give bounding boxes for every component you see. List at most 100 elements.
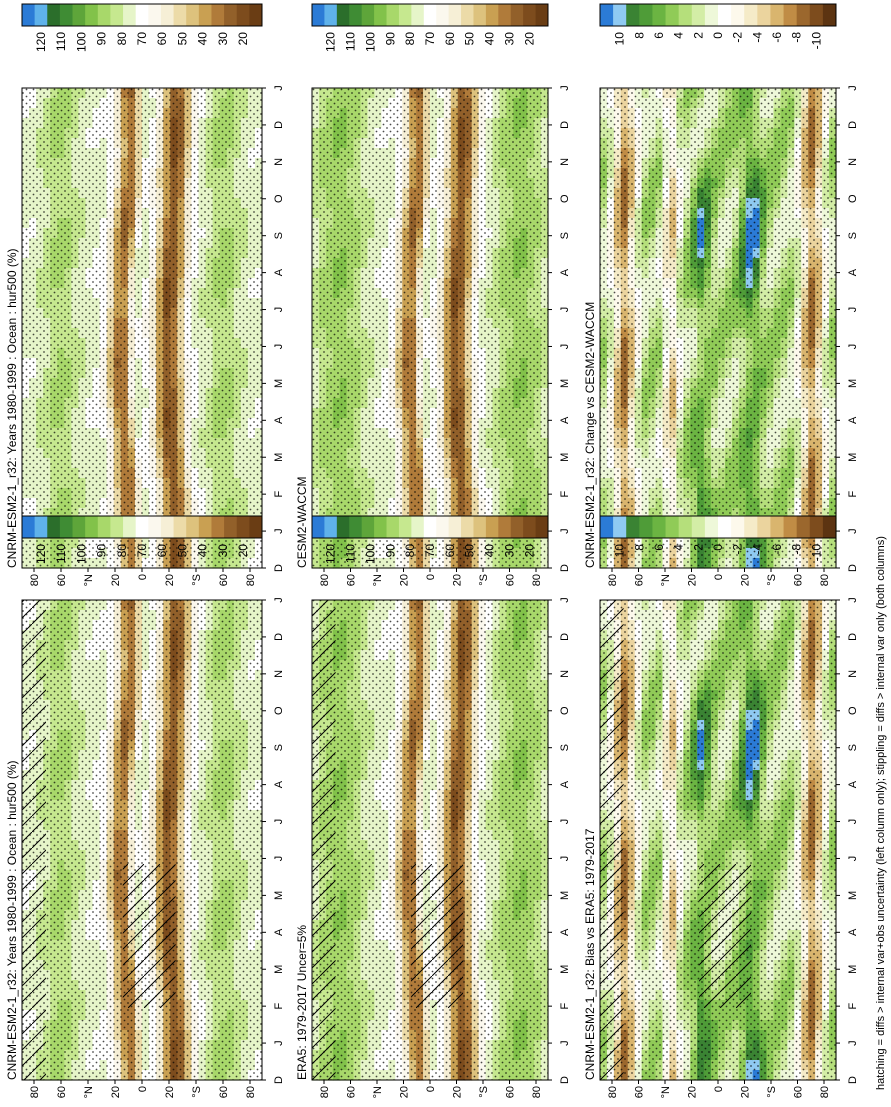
colorbar-label: 90	[95, 544, 109, 558]
lat-tick-label: 80	[29, 574, 41, 586]
month-tick-label: J	[273, 856, 285, 862]
colorbar-swatch	[110, 4, 123, 26]
colorbar-swatch	[60, 516, 73, 538]
lat-tick-label: 80	[245, 1086, 257, 1098]
month-tick-label: D	[273, 121, 285, 129]
colorbar-label: 110	[54, 32, 68, 51]
stippling-overlay	[22, 88, 262, 568]
month-tick-label: D	[273, 633, 285, 641]
colorbar-label: 60	[155, 544, 169, 558]
lat-tick-label: 60	[56, 574, 68, 586]
colorbar-swatch	[110, 516, 123, 538]
colorbar-swatch	[47, 516, 60, 538]
colorbar-swatch	[199, 4, 212, 26]
month-tick-label: F	[273, 1003, 285, 1010]
colorbar-swatch	[123, 4, 136, 26]
month-tick-label: S	[273, 232, 285, 239]
hatching-overlay	[22, 600, 46, 1080]
colorbar-swatch	[199, 516, 212, 538]
colorbar-swatch	[73, 516, 86, 538]
colorbar-swatch	[237, 4, 250, 26]
month-tick-label: A	[273, 928, 285, 936]
lat-tick-label: °N	[83, 574, 95, 586]
hatching-overlay	[123, 864, 176, 1008]
colorbar-swatch	[73, 4, 86, 26]
lat-tick-label: 20	[164, 574, 176, 586]
colorbar-swatch	[211, 4, 224, 26]
lat-tick-label: 0	[137, 1086, 149, 1092]
month-tick-label: J	[273, 85, 285, 91]
colorbar-swatch	[249, 516, 262, 538]
colorbar-swatch	[85, 516, 98, 538]
colorbar-label: 110	[54, 544, 68, 563]
colorbar-label: 80	[115, 32, 129, 46]
month-tick-label: S	[273, 744, 285, 751]
colorbar-swatch	[98, 516, 111, 538]
colorbar-swatch	[22, 516, 35, 538]
month-tick-label: N	[273, 670, 285, 678]
month-tick-label: F	[273, 491, 285, 498]
month-tick-label: M	[273, 891, 285, 900]
month-tick-label: A	[273, 416, 285, 424]
colorbar-swatch	[161, 516, 174, 538]
panel-title: CNRM-ESM2-1_r32: Years 1980-1999 : Ocean…	[5, 761, 19, 1081]
colorbar-label: 120	[34, 544, 48, 564]
lat-tick-label: 0	[137, 574, 149, 580]
colorbar-label: 40	[196, 544, 210, 558]
colorbar-label: 20	[236, 32, 250, 46]
month-tick-label: O	[273, 194, 285, 203]
colorbar-swatch	[161, 4, 174, 26]
colorbar-label: 30	[216, 544, 230, 558]
month-tick-label: J	[273, 819, 285, 825]
colorbar-swatch	[186, 516, 199, 538]
colorbar-swatch	[174, 516, 187, 538]
month-tick-label: J	[273, 307, 285, 313]
colorbar-label: 90	[95, 32, 109, 46]
colorbar-label: 50	[175, 544, 189, 558]
colorbar-swatch	[237, 516, 250, 538]
lat-tick-label: 60	[56, 1086, 68, 1098]
month-tick-label: J	[273, 597, 285, 603]
lat-tick-label: °S	[191, 574, 203, 586]
lat-tick-label: °N	[83, 1086, 95, 1098]
colorbar-label: 70	[135, 544, 149, 558]
lat-tick-label: 60	[218, 1086, 230, 1098]
month-tick-label: D	[273, 1076, 285, 1084]
colorbar-swatch	[35, 4, 48, 26]
colorbar-swatch	[35, 516, 48, 538]
month-tick-label: A	[273, 268, 285, 276]
colorbar-swatch	[47, 4, 60, 26]
colorbar-swatch	[123, 516, 136, 538]
month-tick-label: M	[273, 453, 285, 462]
colorbar-swatch	[224, 516, 237, 538]
lat-tick-label: 60	[218, 574, 230, 586]
colorbar-label: 120	[34, 32, 48, 52]
panel-model_left: CNRM-ESM2-1_r32: Years 1980-1999 : Ocean…	[5, 516, 285, 1098]
colorbar-label: 100	[74, 544, 88, 564]
colorbar-swatch	[136, 516, 149, 538]
colorbar-swatch	[60, 4, 73, 26]
colorbar-label: 20	[236, 544, 250, 558]
colorbar-swatch	[211, 516, 224, 538]
colorbar-swatch	[186, 4, 199, 26]
month-tick-label: M	[273, 965, 285, 974]
colorbar-swatch	[136, 4, 149, 26]
colorbar-label: 100	[74, 32, 88, 52]
month-tick-label: M	[273, 379, 285, 388]
colorbar-label: 30	[216, 32, 230, 46]
lat-tick-label: 20	[110, 574, 122, 586]
colorbar-label: 40	[196, 32, 210, 46]
colorbar-swatch	[249, 4, 262, 26]
lat-tick-label: 80	[245, 574, 257, 586]
lat-tick-label: 20	[164, 1086, 176, 1098]
month-tick-label: D	[273, 564, 285, 572]
colorbar-swatch	[85, 4, 98, 26]
colorbar-swatch	[174, 4, 187, 26]
colorbar-swatch	[148, 516, 161, 538]
colorbar-swatch	[224, 4, 237, 26]
colorbar-swatch	[148, 4, 161, 26]
